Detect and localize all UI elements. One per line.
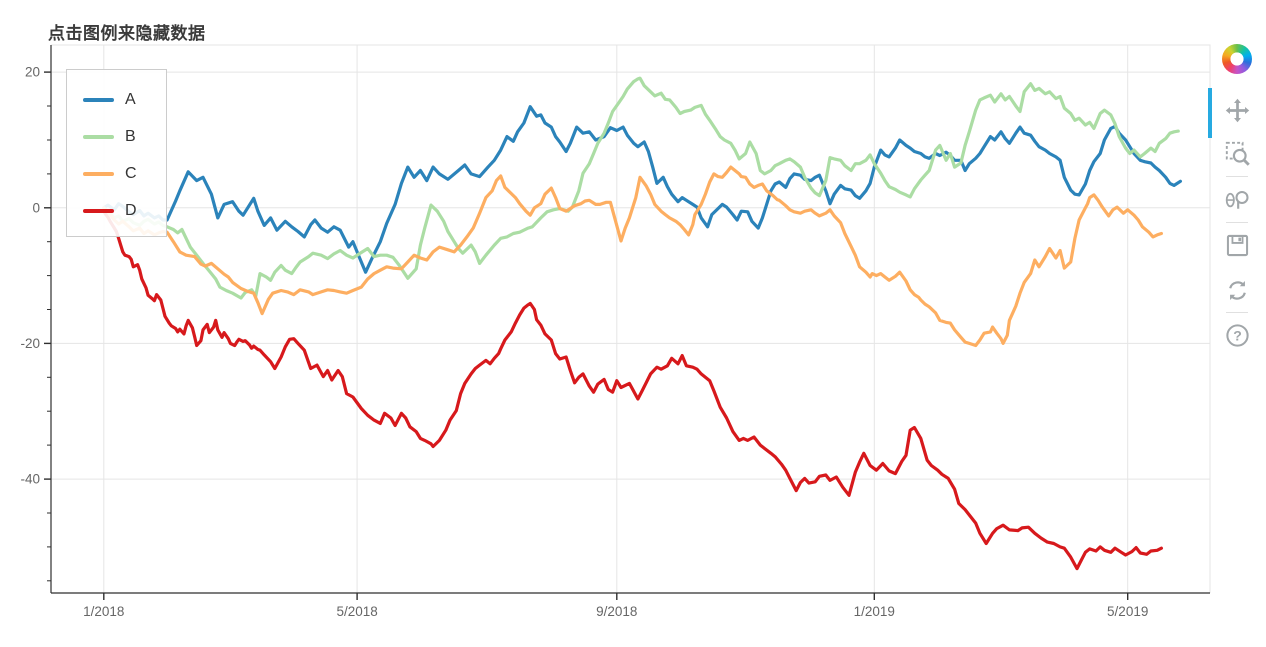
legend-label: B — [125, 127, 136, 145]
legend-label: D — [125, 201, 137, 219]
wheel-zoom-icon — [1225, 190, 1249, 209]
active-tool-indicator — [1208, 88, 1212, 138]
x-tick-label: 1/2019 — [854, 604, 895, 619]
reset-icon — [1228, 280, 1246, 300]
legend-label: C — [125, 164, 137, 182]
bokeh-logo[interactable] — [1222, 44, 1252, 74]
plot-outline — [51, 44, 1211, 593]
legend-item-c[interactable]: C — [83, 162, 166, 185]
x-tick-label: 5/2019 — [1107, 604, 1148, 619]
legend-item-b[interactable]: B — [83, 125, 166, 148]
x-tick-label: 1/2018 — [83, 604, 124, 619]
legend-swatch-b — [83, 134, 114, 139]
y-tick-label: 0 — [32, 200, 40, 215]
series-line-B — [102, 76, 1180, 300]
legend-item-d[interactable]: D — [83, 199, 166, 222]
y-tick-label: 20 — [25, 65, 40, 80]
help-tool-button[interactable]: ? — [1222, 320, 1252, 350]
series-line-D — [102, 209, 1164, 571]
wheel-zoom-tool-button[interactable] — [1222, 184, 1252, 214]
bokeh-logo-icon — [1222, 44, 1252, 74]
box-zoom-tool-button[interactable] — [1222, 138, 1252, 168]
legend-swatch-d — [83, 208, 114, 213]
x-tick-label: 9/2018 — [596, 604, 637, 619]
box-zoom-icon — [1225, 141, 1250, 166]
y-tick-label: -20 — [20, 336, 40, 351]
series-line-C — [102, 165, 1164, 348]
save-tool-button[interactable] — [1222, 230, 1252, 260]
legend-item-a[interactable]: A — [83, 88, 166, 111]
toolbar-separator — [1226, 222, 1248, 223]
svg-text:?: ? — [1233, 327, 1242, 343]
save-icon — [1226, 234, 1248, 256]
chart-title: 点击图例来隐藏数据 — [48, 24, 206, 43]
legend-swatch-a — [83, 97, 114, 102]
legend-swatch-c — [83, 171, 114, 176]
x-tick-label: 5/2018 — [336, 604, 377, 619]
y-tick-label: -40 — [20, 472, 40, 487]
pan-icon — [1225, 98, 1249, 122]
legend: A B C D — [66, 69, 167, 237]
toolbar-separator — [1226, 312, 1248, 313]
series-line-A — [102, 105, 1183, 274]
pan-tool-button[interactable] — [1222, 95, 1252, 125]
toolbar-separator — [1226, 176, 1248, 177]
legend-label: A — [125, 90, 136, 108]
help-icon: ? — [1225, 323, 1249, 347]
reset-tool-button[interactable] — [1222, 275, 1252, 305]
